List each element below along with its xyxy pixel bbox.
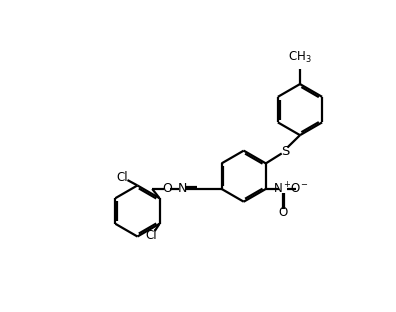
Text: O$^-$: O$^-$: [291, 183, 310, 195]
Text: Cl: Cl: [146, 229, 157, 242]
Text: N$^+$: N$^+$: [273, 181, 292, 197]
Text: S: S: [281, 145, 289, 158]
Text: O: O: [162, 183, 172, 195]
Text: O: O: [278, 206, 287, 219]
Text: N: N: [178, 183, 187, 195]
Text: Cl: Cl: [117, 171, 128, 184]
Text: CH$_3$: CH$_3$: [288, 50, 312, 65]
